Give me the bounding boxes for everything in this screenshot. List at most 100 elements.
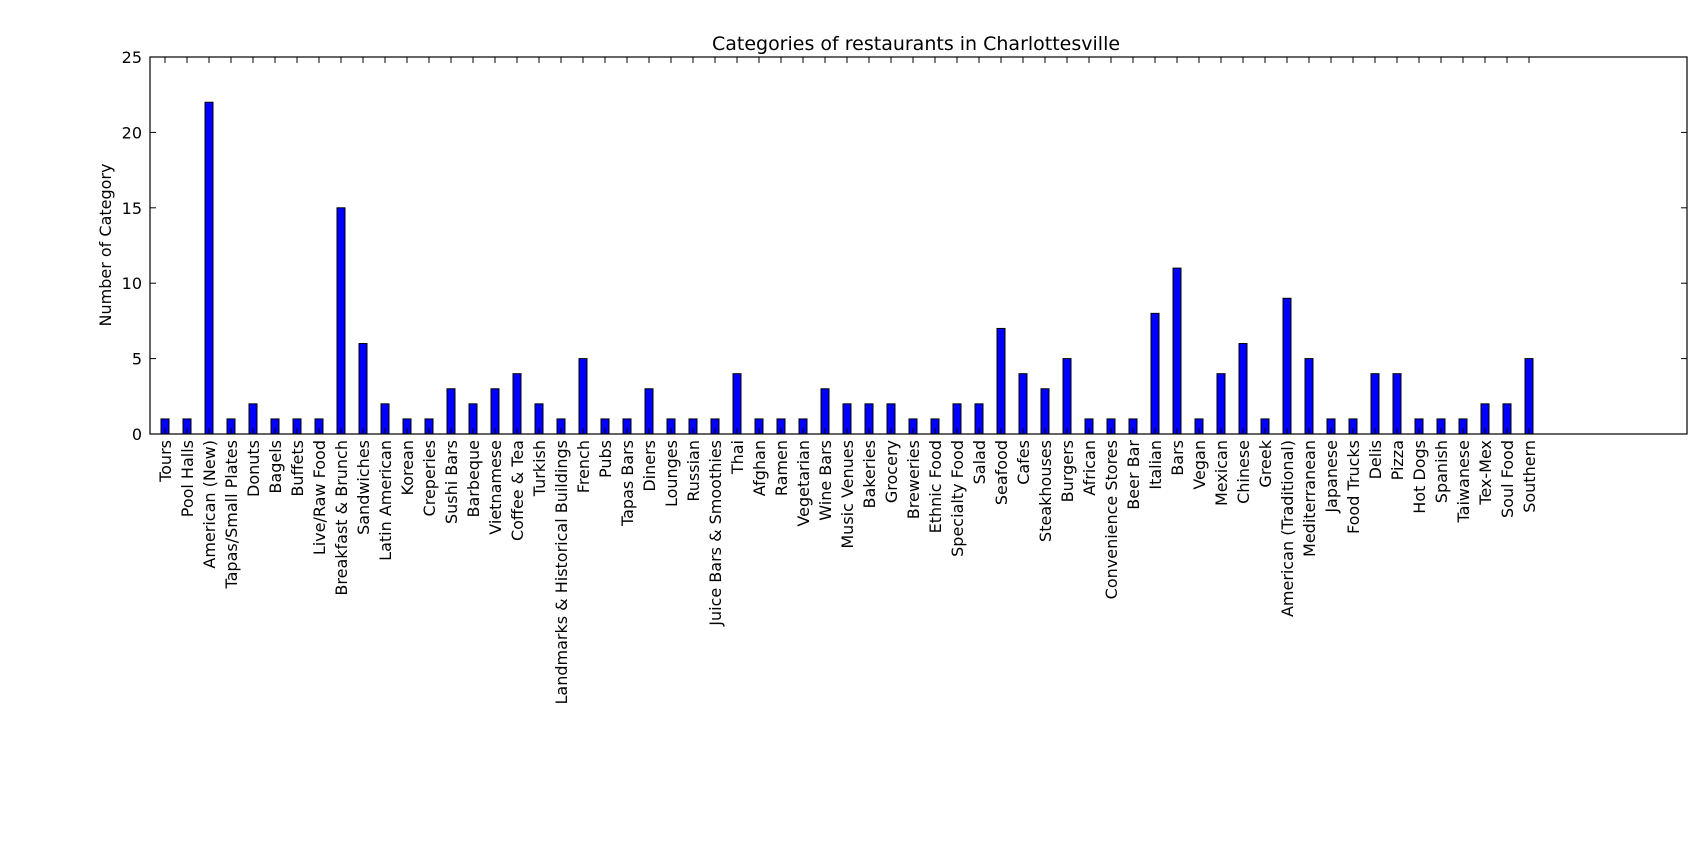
bar bbox=[820, 388, 830, 435]
bar bbox=[336, 207, 346, 435]
x-tick-label: Afghan bbox=[750, 440, 769, 496]
bar bbox=[358, 343, 368, 435]
x-tick-label: Bakeries bbox=[860, 440, 879, 509]
x-tick-label: Vietnamese bbox=[486, 440, 505, 535]
x-tick-label: Bagels bbox=[266, 440, 285, 494]
x-tick-label: Spanish bbox=[1432, 440, 1451, 503]
x-tick-label: Tapas Bars bbox=[618, 440, 637, 527]
x-tick-label: Grocery bbox=[882, 440, 901, 503]
x-tick-label: Taiwanese bbox=[1454, 440, 1473, 523]
x-tick-label: Pizza bbox=[1388, 440, 1407, 480]
x-tick-label: Southern bbox=[1520, 440, 1539, 513]
x-tick-label: Sushi Bars bbox=[442, 440, 461, 524]
x-tick-label: Creperies bbox=[420, 440, 439, 516]
bar bbox=[204, 101, 214, 435]
bar bbox=[1172, 267, 1182, 435]
y-tick-label: 10 bbox=[122, 274, 142, 293]
x-tick-label: Vegan bbox=[1190, 440, 1209, 490]
x-tick-label: Lounges bbox=[662, 440, 681, 507]
x-tick-label: Juice Bars & Smoothies bbox=[706, 440, 725, 627]
bar bbox=[1018, 373, 1028, 435]
x-tick-label: Thai bbox=[728, 440, 747, 475]
x-tick-label: Beer Bar bbox=[1124, 440, 1143, 510]
bar bbox=[732, 373, 742, 435]
x-tick-label: Breweries bbox=[904, 440, 923, 519]
x-tick-label: Vegetarian bbox=[794, 440, 813, 527]
x-tick-label: Ethnic Food bbox=[926, 440, 945, 533]
x-tick-label: Cafes bbox=[1014, 440, 1033, 485]
bar bbox=[1062, 358, 1072, 435]
x-tick-label: Korean bbox=[398, 440, 417, 496]
y-tick-label: 15 bbox=[122, 199, 142, 218]
bars-group bbox=[160, 101, 1534, 435]
x-tick-label: Steakhouses bbox=[1036, 440, 1055, 542]
bar bbox=[1524, 358, 1534, 435]
y-axis-label: Number of Category bbox=[96, 164, 115, 327]
y-tick-label: 20 bbox=[122, 123, 142, 142]
bar bbox=[512, 373, 522, 435]
bar bbox=[1040, 388, 1050, 435]
x-tick-label: Donuts bbox=[244, 440, 263, 497]
bar bbox=[1238, 343, 1248, 435]
x-tick-label: Russian bbox=[684, 440, 703, 502]
x-tick-label: Bars bbox=[1168, 440, 1187, 476]
plot-frame bbox=[149, 56, 1688, 435]
bar bbox=[578, 358, 588, 435]
x-tick-label: Turkish bbox=[530, 440, 549, 497]
bar bbox=[1370, 373, 1380, 435]
x-tick-label: Specialty Food bbox=[948, 440, 967, 557]
x-tick-label: Mediterranean bbox=[1300, 440, 1319, 557]
bar bbox=[490, 388, 500, 435]
x-tick-label: Sandwiches bbox=[354, 440, 373, 535]
x-tick-label: Pubs bbox=[596, 440, 615, 478]
x-tick-label: American (New) bbox=[200, 440, 219, 569]
y-tick-label: 5 bbox=[132, 350, 142, 369]
bar bbox=[996, 327, 1006, 435]
x-tick-label: Soul Food bbox=[1498, 440, 1517, 518]
x-ticks-group: Tours Pool Halls American (New) Tapas/Small… bbox=[156, 57, 1539, 705]
x-tick-label: Convenience Stores bbox=[1102, 440, 1121, 599]
x-tick-label: Food Trucks bbox=[1344, 440, 1363, 534]
x-tick-label: Delis bbox=[1366, 440, 1385, 479]
bar bbox=[1304, 358, 1314, 435]
x-tick-label: Breakfast & Brunch bbox=[332, 440, 351, 596]
x-tick-label: Barbeque bbox=[464, 440, 483, 518]
x-tick-label: Coffee & Tea bbox=[508, 440, 527, 541]
x-tick-label: Hot Dogs bbox=[1410, 440, 1429, 514]
bar bbox=[1150, 312, 1160, 435]
x-tick-label: Music Venues bbox=[838, 440, 857, 549]
y-ticks-group: 0 5 10 15 20 25 bbox=[122, 48, 1687, 444]
x-tick-label: African bbox=[1080, 440, 1099, 496]
x-tick-label: American (Traditional) bbox=[1278, 440, 1297, 617]
y-tick-label: 25 bbox=[122, 48, 142, 67]
x-tick-label: Chinese bbox=[1234, 440, 1253, 504]
bar bbox=[644, 388, 654, 435]
bar bbox=[1216, 373, 1226, 435]
x-tick-label: Wine Bars bbox=[816, 440, 835, 521]
x-tick-label: Mexican bbox=[1212, 440, 1231, 506]
chart-title: Categories of restaurants in Charlottesv… bbox=[712, 33, 1120, 55]
bar bbox=[1282, 297, 1292, 435]
x-tick-label: Buffets bbox=[288, 440, 307, 497]
x-tick-label: Pool Halls bbox=[178, 440, 197, 517]
y-tick-label: 0 bbox=[132, 425, 142, 444]
x-tick-label: Tex-Mex bbox=[1476, 440, 1495, 506]
bar bbox=[1392, 373, 1402, 435]
x-tick-label: Seafood bbox=[992, 440, 1011, 505]
x-tick-label: Live/Raw Food bbox=[310, 440, 329, 555]
x-tick-label: Japanese bbox=[1322, 440, 1341, 514]
x-tick-label: Salad bbox=[970, 440, 989, 484]
x-tick-label: Burgers bbox=[1058, 440, 1077, 502]
x-tick-label: Diners bbox=[640, 440, 659, 492]
x-tick-label: Landmarks & Historical Buildings bbox=[552, 440, 571, 705]
x-tick-label: Ramen bbox=[772, 440, 791, 496]
x-tick-label: Tapas/Small Plates bbox=[222, 440, 241, 590]
x-tick-label: Greek bbox=[1256, 439, 1275, 487]
x-tick-label: French bbox=[574, 440, 593, 493]
x-tick-label: Tours bbox=[156, 440, 175, 483]
bar bbox=[446, 388, 456, 435]
x-tick-label: Latin American bbox=[376, 440, 395, 561]
x-tick-label: Italian bbox=[1146, 440, 1165, 490]
